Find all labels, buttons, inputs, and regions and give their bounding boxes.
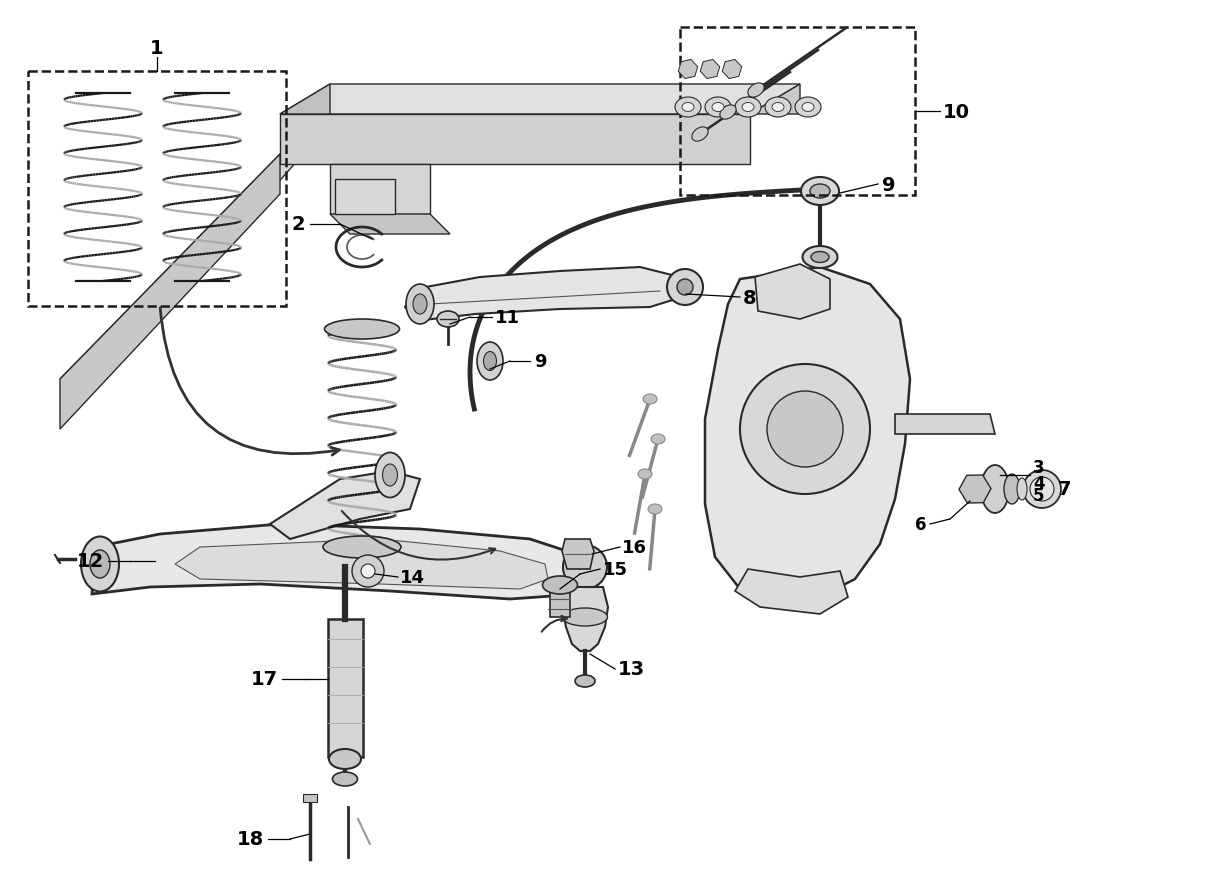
Text: 9: 9 (882, 175, 895, 194)
Text: 2: 2 (291, 215, 304, 234)
Ellipse shape (675, 97, 702, 118)
Ellipse shape (795, 97, 821, 118)
Bar (303, 794, 317, 802)
Bar (551, 587, 570, 618)
Ellipse shape (638, 470, 652, 479)
Polygon shape (280, 85, 330, 115)
Polygon shape (406, 268, 682, 322)
FancyArrowPatch shape (542, 616, 566, 632)
Ellipse shape (1030, 478, 1054, 501)
Text: 14: 14 (400, 568, 425, 587)
Circle shape (361, 564, 375, 579)
Polygon shape (705, 268, 910, 602)
Ellipse shape (742, 104, 754, 113)
Circle shape (767, 392, 843, 468)
Text: 12: 12 (77, 552, 104, 571)
Ellipse shape (406, 284, 434, 324)
Ellipse shape (324, 320, 400, 339)
Polygon shape (330, 214, 449, 235)
Polygon shape (60, 125, 330, 379)
Polygon shape (175, 540, 548, 589)
Ellipse shape (643, 394, 657, 405)
Polygon shape (93, 525, 590, 599)
Polygon shape (280, 85, 800, 115)
Polygon shape (330, 165, 430, 214)
Polygon shape (734, 570, 848, 614)
Text: 17: 17 (251, 670, 278, 688)
Circle shape (352, 556, 384, 587)
Ellipse shape (811, 253, 829, 263)
Circle shape (741, 364, 870, 494)
Ellipse shape (542, 577, 577, 595)
Text: 18: 18 (236, 829, 264, 849)
Text: 7: 7 (1058, 480, 1072, 499)
Polygon shape (755, 265, 829, 320)
Polygon shape (60, 155, 280, 430)
Ellipse shape (765, 97, 790, 118)
Ellipse shape (1023, 470, 1061, 509)
Polygon shape (895, 415, 995, 434)
Text: 16: 16 (622, 539, 647, 556)
Ellipse shape (692, 128, 708, 142)
Ellipse shape (575, 675, 596, 688)
Polygon shape (270, 471, 420, 540)
Text: 4: 4 (1033, 475, 1045, 493)
Polygon shape (561, 587, 608, 651)
Ellipse shape (382, 464, 397, 486)
Ellipse shape (980, 465, 1009, 513)
Bar (28, 72, 286, 307)
Ellipse shape (477, 343, 503, 381)
Ellipse shape (772, 104, 784, 113)
Ellipse shape (713, 104, 723, 113)
Text: 5: 5 (1033, 486, 1045, 504)
Ellipse shape (90, 550, 110, 579)
Bar (328, 619, 363, 758)
Ellipse shape (484, 352, 497, 371)
Circle shape (677, 280, 693, 296)
Polygon shape (750, 85, 800, 115)
Text: 10: 10 (943, 103, 970, 121)
Polygon shape (280, 115, 750, 165)
Ellipse shape (734, 97, 761, 118)
Circle shape (563, 546, 607, 589)
Text: 13: 13 (618, 660, 646, 679)
Text: 11: 11 (495, 308, 520, 327)
Ellipse shape (375, 453, 406, 498)
FancyArrowPatch shape (161, 308, 339, 455)
FancyArrowPatch shape (342, 511, 496, 560)
Ellipse shape (437, 312, 459, 328)
Ellipse shape (648, 504, 663, 515)
Text: 6: 6 (915, 516, 926, 533)
Ellipse shape (329, 750, 361, 769)
Ellipse shape (323, 536, 401, 558)
Ellipse shape (650, 434, 665, 445)
Ellipse shape (563, 609, 608, 626)
Ellipse shape (1017, 478, 1027, 501)
Bar (680, 28, 915, 196)
Ellipse shape (801, 178, 839, 206)
Ellipse shape (720, 105, 736, 120)
Ellipse shape (705, 97, 731, 118)
Circle shape (667, 269, 703, 306)
Text: 15: 15 (603, 560, 628, 579)
Text: 3: 3 (1033, 458, 1045, 477)
Ellipse shape (333, 772, 358, 786)
Ellipse shape (803, 246, 838, 268)
Text: 9: 9 (533, 353, 547, 370)
Text: 8: 8 (743, 288, 756, 307)
Polygon shape (335, 180, 395, 214)
Polygon shape (561, 540, 594, 570)
Ellipse shape (682, 104, 694, 113)
Ellipse shape (801, 104, 814, 113)
Ellipse shape (1004, 475, 1019, 504)
Ellipse shape (810, 185, 829, 198)
Ellipse shape (748, 84, 764, 98)
Ellipse shape (413, 295, 428, 315)
Text: 1: 1 (150, 38, 163, 58)
Ellipse shape (82, 537, 119, 592)
